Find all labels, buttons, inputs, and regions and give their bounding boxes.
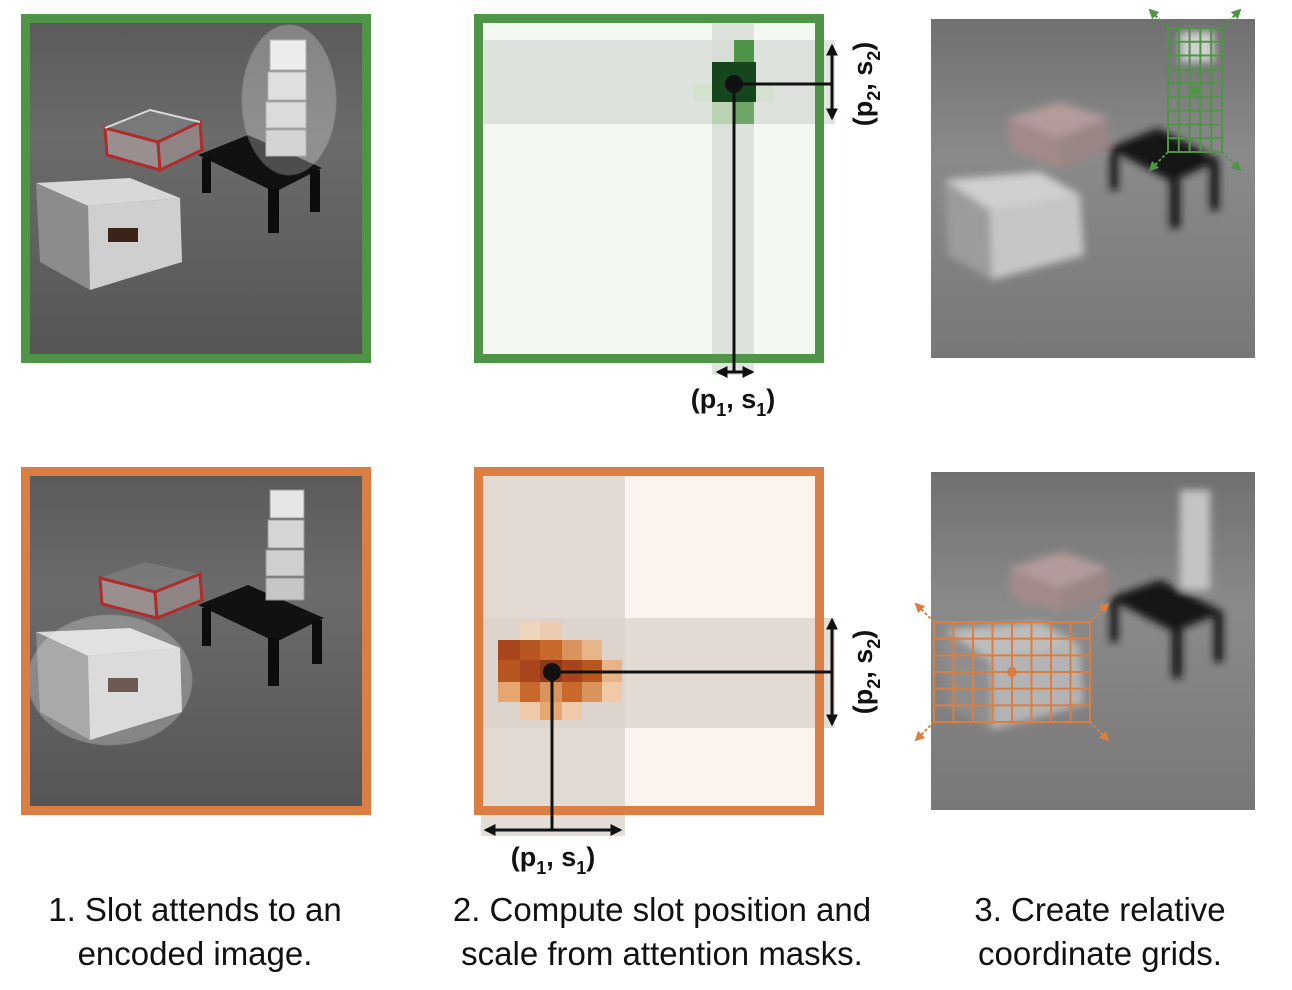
svg-text:(p2, s2): (p2, s2)	[848, 630, 884, 715]
caption-line: 3. Create relative	[974, 891, 1226, 928]
scene-image-orange	[26, 472, 366, 810]
block-stack-object	[265, 39, 307, 157]
slot-frame-green-2	[474, 14, 824, 363]
axis-label-row2-y: (p2, s2)	[848, 630, 884, 715]
slot-frame-orange-2	[474, 467, 824, 815]
attention-highlight-ellipse	[241, 24, 337, 176]
expand-arrow-icon	[1221, 151, 1242, 172]
expand-arrow-icon	[1089, 721, 1110, 742]
grid-center-dot	[1007, 667, 1017, 677]
svg-text:(p2, s2): (p2, s2)	[848, 42, 884, 127]
grid-center-dot	[1190, 85, 1200, 95]
coordinate-grid-icon	[914, 602, 1110, 742]
axis-label-row1-y: (p2, s2)	[848, 42, 884, 127]
black-table-object	[198, 135, 322, 233]
position-lines-orange	[483, 617, 838, 836]
expand-arrow-icon	[914, 602, 935, 623]
block-stack-object	[265, 489, 305, 601]
black-table-object	[198, 585, 324, 686]
reconstruction-image-orange	[931, 472, 1255, 810]
wire-box-object	[103, 108, 204, 173]
caption-step-3: 3. Create relative coordinate grids.	[935, 888, 1265, 976]
caption-line: 2. Compute slot position and	[452, 891, 872, 928]
expand-arrow-icon	[1089, 602, 1110, 623]
wire-box-object	[98, 562, 204, 621]
reconstruction-image-green	[931, 19, 1255, 358]
attention-mask-green	[479, 19, 835, 375]
slot-frame-green-1	[21, 14, 371, 363]
caption-step-1: 1. Slot attends to an encoded image.	[10, 888, 380, 976]
expand-arrow-icon	[914, 721, 935, 742]
expand-arrow-icon	[1148, 151, 1169, 172]
coordinate-grid-icon	[1148, 8, 1242, 172]
white-cabinet-object	[36, 628, 182, 740]
axis-label-row2-x: (p1, s1)	[511, 842, 596, 878]
slot-frame-orange-1	[21, 467, 371, 815]
white-cabinet-object	[36, 178, 182, 290]
attention-mask-orange	[479, 472, 835, 836]
slot-center-dot	[543, 663, 561, 681]
caption-line: 1. Slot attends to an	[48, 891, 342, 928]
caption-line: coordinate grids.	[978, 935, 1222, 972]
caption-line: encoded image.	[77, 935, 313, 972]
expand-arrow-icon	[1221, 8, 1242, 29]
expand-arrow-icon	[1148, 8, 1169, 29]
position-lines-green	[715, 43, 838, 378]
caption-line: scale from attention masks.	[461, 935, 863, 972]
attention-highlight-ellipse	[27, 614, 193, 746]
slot-center-dot	[725, 75, 743, 93]
caption-step-2: 2. Compute slot position and scale from …	[412, 888, 912, 976]
axis-label-row1-x: (p1, s1)	[691, 384, 776, 420]
scene-image-green	[26, 19, 366, 358]
